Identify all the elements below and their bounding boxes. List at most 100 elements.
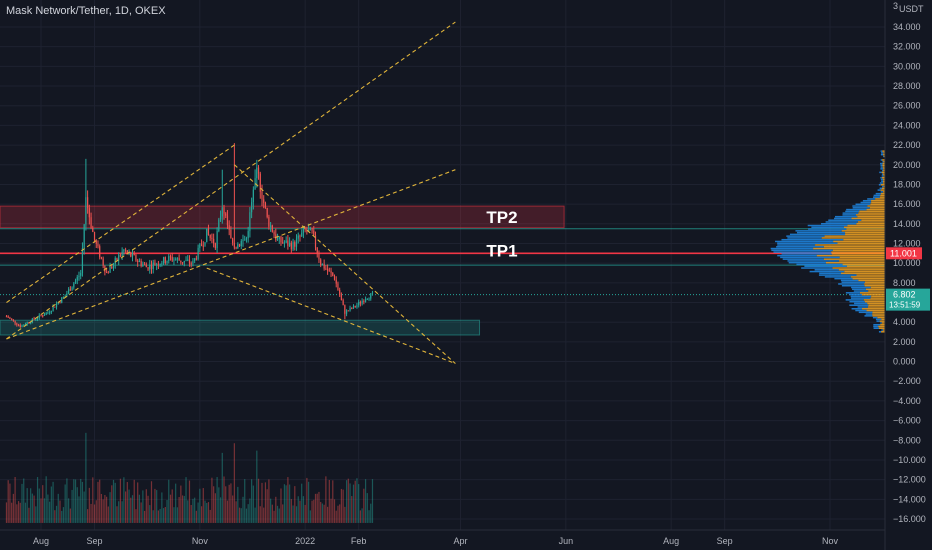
candle-body: [301, 232, 303, 237]
volume-bar: [361, 508, 363, 523]
profile-bar-down: [821, 222, 857, 225]
profile-bar-down: [880, 191, 883, 193]
price-tick-label: 34.000: [893, 22, 921, 32]
candle-body: [169, 256, 172, 258]
candle-body: [230, 229, 232, 239]
volume-bar: [93, 504, 96, 523]
profile-bar-up: [878, 327, 885, 329]
candle-body: [55, 303, 58, 308]
candle-body: [92, 227, 94, 232]
candle-body: [280, 236, 282, 243]
profile-bar-down: [882, 185, 884, 188]
volume-bar: [345, 480, 348, 523]
candle-body: [297, 235, 299, 239]
volume-bar: [244, 479, 246, 523]
price-tick-label: −8.000: [893, 435, 921, 445]
volume-bar: [332, 480, 334, 523]
profile-bar-up: [859, 292, 885, 294]
volume-bar: [221, 452, 223, 523]
volume-bar: [209, 509, 211, 523]
volume-bar: [278, 508, 280, 523]
profile-bar-down: [881, 329, 883, 331]
volume-bar: [299, 500, 301, 523]
candle-body: [95, 240, 97, 244]
volume-bar: [109, 492, 111, 523]
profile-bar-down: [880, 168, 884, 170]
profile-bar-down: [804, 265, 847, 268]
volume-bar: [233, 443, 235, 523]
candle-body: [131, 253, 134, 257]
profile-bar-down: [775, 240, 834, 243]
profile-bar-down: [862, 199, 872, 202]
candle-body: [57, 302, 59, 304]
candle-body: [197, 247, 199, 260]
profile-bar-down: [780, 256, 840, 259]
volume-bar: [304, 504, 306, 523]
volume-bar: [73, 479, 75, 523]
candle-body: [102, 258, 104, 266]
volume-bar: [140, 502, 142, 523]
profile-bar-down: [875, 192, 881, 195]
volume-bar: [249, 498, 251, 523]
profile-bar-up: [869, 207, 885, 209]
volume-bar: [59, 500, 61, 523]
candle-body: [247, 231, 249, 239]
volume-bar: [36, 477, 39, 523]
volume-bar: [97, 481, 99, 523]
profile-bar-down: [819, 272, 841, 275]
candle-body: [159, 264, 161, 266]
countdown-text: 13:51:59: [889, 301, 921, 310]
candle-body: [213, 238, 215, 244]
candle-body: [24, 324, 27, 326]
profile-bar-down: [852, 205, 868, 207]
volume-bar: [197, 502, 199, 523]
volume-bar: [340, 488, 343, 523]
candle-body: [289, 242, 291, 246]
price-tick-label: 10.000: [893, 258, 921, 268]
candle-body: [187, 259, 189, 261]
candle-body: [347, 310, 349, 312]
volume-bar: [47, 494, 49, 523]
profile-bar-down: [881, 175, 884, 177]
candle-body: [81, 247, 84, 274]
candle-body: [190, 263, 192, 265]
profile-bar-up: [881, 171, 885, 174]
candle-body: [104, 265, 106, 272]
volume-bar: [256, 450, 258, 523]
profile-bar-up: [870, 203, 885, 206]
profile-bar-up: [883, 169, 885, 172]
profile-bar-up: [879, 196, 885, 198]
price-tick-label: 0.000: [893, 357, 916, 367]
profile-bar-down: [851, 308, 863, 310]
trendline: [6, 21, 456, 340]
candle-body: [88, 208, 90, 218]
volume-bar: [351, 496, 353, 523]
corner-label: 3: [893, 1, 898, 11]
volume-bar: [237, 486, 239, 523]
volume-bar: [130, 497, 132, 523]
candle-body: [356, 305, 358, 308]
profile-bar-up: [870, 286, 885, 289]
price-tick-label: 8.000: [893, 278, 916, 288]
candle-body: [326, 268, 329, 271]
candle-body: [164, 257, 166, 264]
candle-body: [135, 255, 137, 261]
candle-body: [106, 271, 108, 273]
profile-bar-down: [845, 210, 860, 213]
profile-bar-down: [881, 152, 884, 154]
profile-bar-up: [863, 299, 885, 301]
volume-bar: [175, 483, 177, 523]
currency-label: USDT: [899, 4, 924, 14]
profile-bar-down: [782, 258, 824, 260]
candle-body: [49, 312, 51, 314]
candle-body: [173, 259, 175, 261]
profile-bar-down: [880, 178, 884, 181]
volume-bar: [318, 491, 320, 523]
candle-body: [251, 202, 253, 213]
profile-bar-up: [864, 284, 885, 287]
profile-bar-down: [873, 194, 881, 197]
profile-bar-up: [858, 212, 885, 214]
candle-body: [321, 264, 324, 266]
volume-bar: [21, 483, 23, 523]
